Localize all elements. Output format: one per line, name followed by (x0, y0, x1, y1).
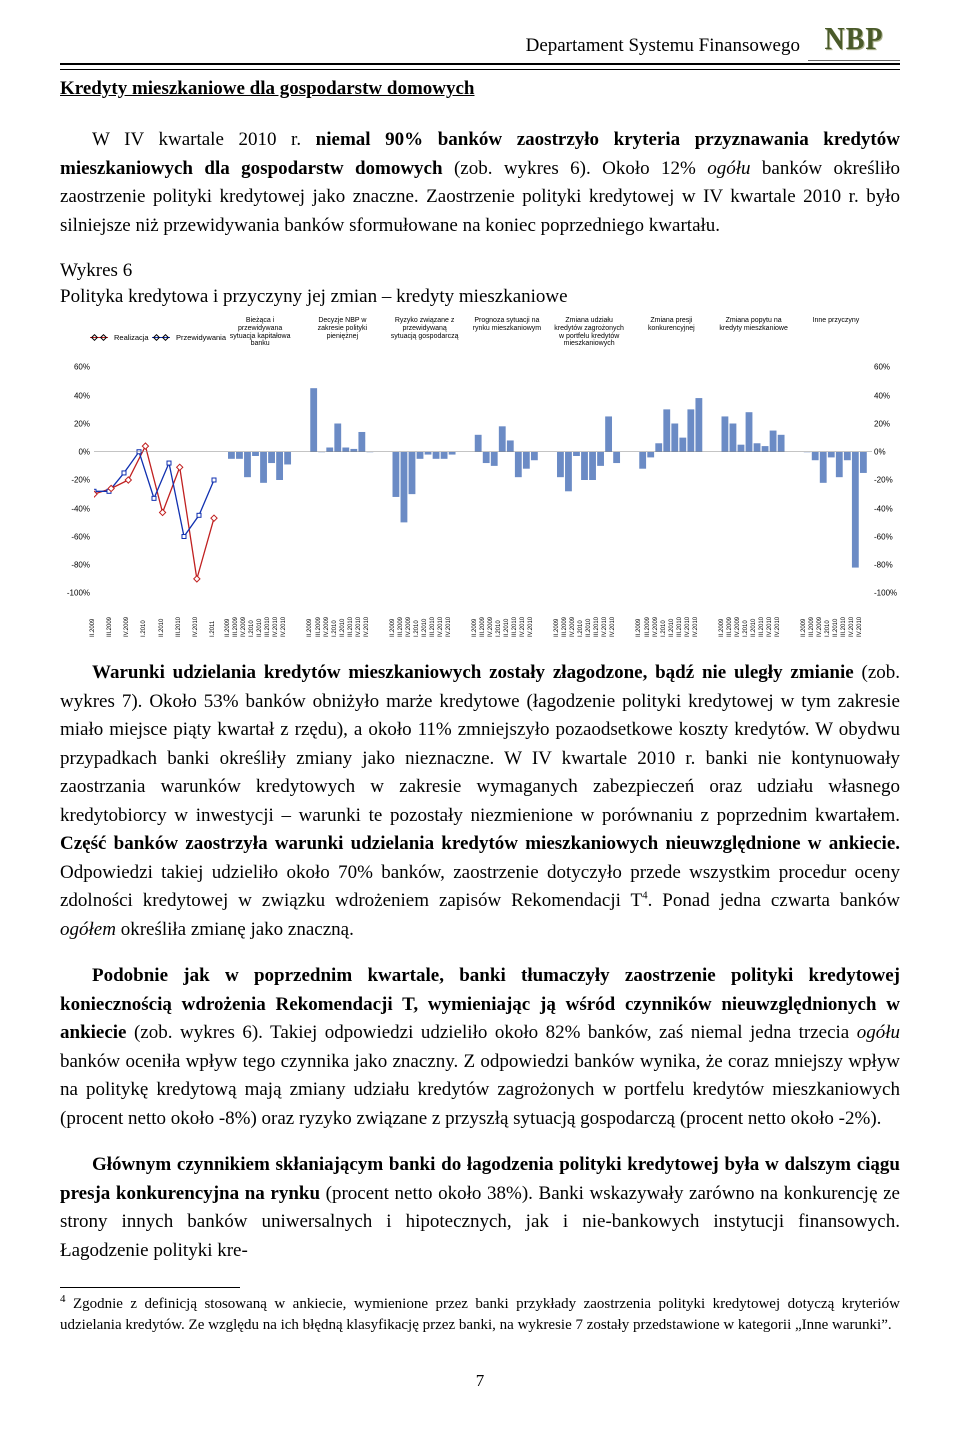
header-underline (60, 69, 900, 70)
nbp-logo-text: NBP (825, 22, 884, 59)
department-label: Departament Systemu Finansowego (526, 35, 800, 61)
paragraph-2: Warunki udzielania kredytów mieszkaniowy… (60, 659, 900, 944)
paragraph-3: Podobnie jak w poprzednim kwartale, bank… (60, 962, 900, 1133)
legend-swatch-realizacja (90, 337, 108, 338)
footnote-4: 4 Zgodnie z definicją stosowaną w ankiec… (60, 1292, 900, 1335)
legend-przewidywania: Przewidywania (152, 333, 226, 342)
paragraph-4: Głównym czynnikiem skłaniającym banki do… (60, 1151, 900, 1265)
paragraph-1: W IV kwartale 2010 r. niemal 90% banków … (60, 126, 900, 240)
chart-wykres-6: Bieżąca i przewidywana sytuacja kapitało… (60, 315, 900, 635)
footnote-rule (60, 1287, 240, 1288)
chart-svg (94, 367, 872, 593)
nbp-logo: NBP (808, 20, 900, 61)
section-title: Kredyty mieszkaniowe dla gospodarstw dom… (60, 78, 900, 100)
page-number: 7 (60, 1371, 900, 1391)
legend-swatch-przewidywania (152, 337, 170, 338)
page-header: Departament Systemu Finansowego NBP (60, 20, 900, 65)
page: Departament Systemu Finansowego NBP Kred… (0, 0, 960, 1431)
chart-x-labels: II.2009III.2009IV.2009I.2010II.2010III.2… (94, 595, 872, 635)
chart-caption: Wykres 6 Polityka kredytowa i przyczyny … (60, 258, 900, 309)
legend-label-przewidywania: Przewidywania (176, 333, 226, 342)
chart-plot-area: 60%60%40%40%20%20%0%0%-20%-20%-40%-40%-6… (94, 367, 872, 593)
legend-label-realizacja: Realizacja (114, 333, 149, 342)
legend-realizacja: Realizacja (90, 333, 149, 342)
